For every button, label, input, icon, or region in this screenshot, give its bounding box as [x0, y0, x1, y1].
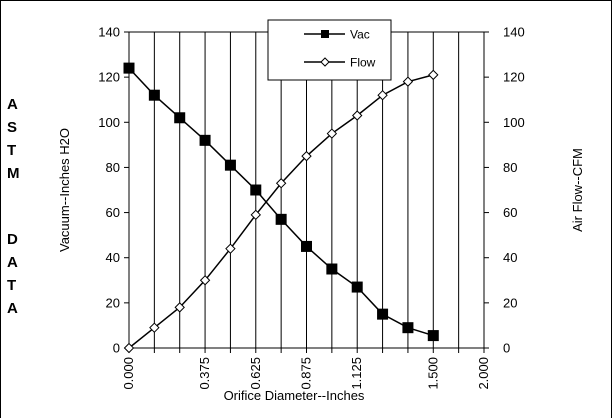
- right-axis: 0 20 40 60 80 100 120 140: [484, 25, 525, 356]
- side-letter: A: [7, 96, 18, 113]
- x-tick-label: 0.875: [299, 357, 314, 390]
- x-tick-label: 2.000: [476, 357, 491, 390]
- legend-marker: [321, 30, 329, 38]
- x-tick-label: 0.375: [197, 357, 212, 390]
- vac-point: [377, 308, 389, 320]
- legend: Vac Flow: [267, 19, 392, 81]
- y-tick-label: 80: [106, 160, 120, 175]
- flow-point: [123, 342, 135, 354]
- flow-point: [402, 76, 414, 87]
- y2-tick-label: 40: [503, 250, 517, 265]
- flow-point: [225, 243, 236, 254]
- side-letter: A: [7, 254, 18, 271]
- y-tick-label: 40: [106, 250, 120, 265]
- y2-tick-label: 140: [503, 25, 525, 40]
- vac-point: [326, 263, 338, 275]
- vac-point: [148, 89, 160, 101]
- y2-tick-label: 20: [503, 295, 517, 310]
- vac-point: [250, 184, 262, 196]
- y2-axis-title: Air Flow--CFM: [570, 148, 585, 232]
- vac-point: [174, 112, 186, 124]
- y-tick-label: 100: [98, 115, 120, 130]
- x-tick-label: 1.500: [425, 357, 440, 390]
- vac-point: [301, 240, 312, 252]
- vac-point: [351, 281, 363, 293]
- legend-label: Vac: [350, 28, 370, 42]
- y2-tick-label: 120: [503, 70, 525, 85]
- side-letter: S: [7, 119, 18, 136]
- y-tick-label: 120: [98, 70, 120, 85]
- x-tick-label: 0.625: [248, 357, 263, 390]
- series: [123, 62, 439, 354]
- y2-tick-label: 60: [503, 205, 517, 220]
- y-tick-label: 140: [98, 25, 120, 40]
- flow-point: [199, 275, 211, 286]
- y2-tick-label: 100: [503, 115, 525, 130]
- flow-point: [326, 128, 338, 139]
- flow-point: [250, 209, 261, 221]
- side-letter: D: [7, 231, 18, 248]
- flow-point: [352, 110, 363, 121]
- y-tick-label: 60: [106, 205, 120, 220]
- y2-tick-label: 0: [503, 341, 510, 356]
- vac-point: [402, 322, 414, 334]
- y-axis-title: Vacuum--Inches H2O: [57, 128, 72, 252]
- vac-point: [123, 62, 135, 74]
- side-letter: T: [7, 142, 17, 159]
- flow-point: [377, 89, 388, 101]
- vac-point: [224, 159, 236, 171]
- legend-marker: [320, 57, 330, 67]
- side-letter: T: [7, 277, 17, 294]
- x-tick-label: 0.000: [121, 357, 136, 390]
- x-tick-label: 1.125: [349, 357, 364, 390]
- flow-point: [275, 178, 287, 189]
- y-tick-label: 20: [106, 295, 120, 310]
- vac-point: [427, 330, 439, 342]
- vac-point: [275, 213, 287, 225]
- side-letter: M: [7, 165, 20, 182]
- side-letter: A: [7, 300, 18, 317]
- left-axis: 0 20 40 60 80 100 120 140: [98, 25, 129, 356]
- flow-point: [149, 322, 160, 333]
- y-tick-label: 0: [113, 341, 120, 356]
- legend-label: Flow: [350, 56, 376, 70]
- y2-tick-label: 80: [503, 160, 517, 175]
- grid-lines: [153, 32, 460, 348]
- vac-point: [199, 134, 211, 146]
- legend-box: [267, 19, 392, 81]
- x-axis: 0.000 0.375 0.625 0.875 1.125 1.500 2.000: [121, 348, 491, 390]
- flow-point: [428, 69, 439, 81]
- flow-point: [174, 302, 185, 313]
- flow-point: [301, 150, 312, 162]
- x-axis-title: Orifice Diameter--Inches: [224, 388, 365, 403]
